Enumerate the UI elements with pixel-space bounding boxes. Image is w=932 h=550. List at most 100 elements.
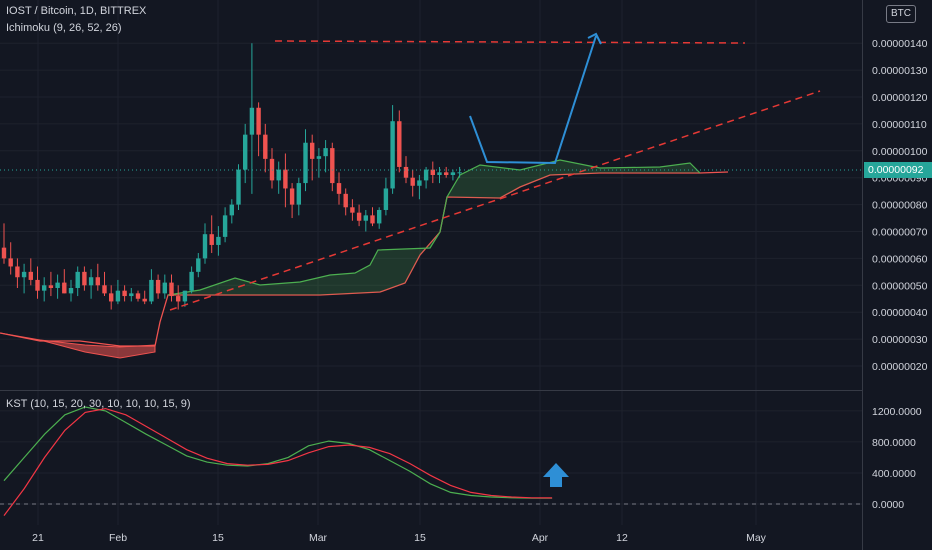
candle-body — [15, 266, 20, 278]
projection-path — [469, 35, 597, 165]
candle-body — [256, 107, 261, 135]
price-tick-label: 0.00000050 — [872, 280, 928, 292]
candle-body — [95, 277, 100, 286]
candle-body — [383, 188, 389, 210]
price-tick-label: 0.00000110 — [872, 119, 927, 131]
time-tick-label: Feb — [109, 532, 127, 544]
candle-body — [323, 148, 328, 157]
candle-body — [115, 290, 121, 302]
chart-title: IOST / Bitcoin, 1D, BITTREX — [6, 5, 147, 17]
candle-body — [236, 169, 241, 205]
time-tick-label: Mar — [309, 532, 328, 544]
candle-body — [356, 212, 362, 221]
trend-support-line — [169, 90, 821, 311]
kst-panel — [0, 406, 862, 516]
candle-body — [457, 172, 462, 174]
candle-body — [296, 183, 301, 205]
candle-body — [390, 121, 395, 189]
candle-body — [35, 279, 40, 291]
kst-legend[interactable]: KST (10, 15, 20, 30, 10, 10, 10, 15, 9) — [6, 398, 191, 410]
candle-body — [423, 169, 429, 181]
up-arrow-icon — [543, 463, 569, 487]
candle-body — [28, 271, 33, 280]
candle-body — [209, 234, 214, 245]
candle-body — [377, 209, 382, 224]
candle-body — [276, 169, 281, 181]
candle-body — [182, 290, 188, 302]
price-tick-label: 0.00000040 — [872, 307, 928, 319]
candle-body — [263, 134, 268, 159]
kst-tick-label: 400.0000 — [872, 468, 916, 480]
ichimoku-legend[interactable]: Ichimoku (9, 26, 52, 26) — [6, 22, 122, 34]
time-tick-label: 15 — [212, 532, 224, 544]
price-tick-label: 0.00000080 — [872, 200, 928, 212]
trend-drawings — [0, 32, 862, 311]
candle-body — [21, 271, 27, 278]
candle-body — [216, 236, 221, 245]
kst-line — [3, 406, 553, 499]
candle-body — [350, 207, 355, 213]
price-tick-label: 0.00000100 — [872, 146, 928, 158]
time-tick-label: May — [746, 532, 767, 544]
candle-body — [129, 293, 134, 297]
candle-body — [283, 169, 288, 189]
time-axis: 21 Feb 15 Mar 15 Apr 12 May — [32, 532, 767, 544]
kst-tick-label: 800.0000 — [872, 437, 916, 449]
candle-body — [149, 279, 154, 302]
senkou-span-b — [0, 171, 729, 347]
candle-body — [289, 188, 295, 205]
candle-body — [189, 271, 194, 291]
candle-body — [444, 172, 449, 176]
candle-body — [169, 282, 174, 297]
candle-body — [410, 177, 415, 186]
projection-arrowhead — [587, 32, 602, 45]
candle-body — [303, 142, 308, 184]
cloud-bearish — [0, 332, 156, 359]
time-tick-label: 12 — [616, 532, 628, 544]
candle-body — [417, 180, 422, 186]
candle-body — [48, 285, 54, 288]
price-tick-label: 0.00000130 — [872, 65, 928, 77]
time-tick-label: 21 — [32, 532, 44, 544]
candle-body — [430, 169, 435, 176]
candle-body — [343, 193, 348, 208]
price-tick-label: 0.00000070 — [872, 227, 928, 239]
candle-body — [202, 234, 208, 259]
candle-body — [88, 277, 94, 286]
candle-body — [176, 296, 181, 302]
kst-tick-label: 1200.0000 — [872, 406, 922, 418]
candle-body — [1, 247, 7, 259]
candle-body — [155, 279, 161, 294]
candle-body — [330, 148, 335, 184]
candle-body — [316, 156, 322, 159]
time-tick-label: Apr — [532, 532, 549, 544]
candle-body — [102, 285, 107, 294]
candle-body — [229, 204, 234, 216]
price-tick-label: 0.00000020 — [872, 361, 928, 373]
candle-body — [68, 287, 74, 294]
grid-lines — [0, 0, 862, 525]
candle-body — [196, 258, 201, 272]
currency-badge[interactable]: BTC — [886, 5, 916, 23]
candlestick-series — [1, 43, 462, 310]
price-tick-label: 0.00000140 — [872, 38, 928, 50]
candle-body — [370, 215, 375, 224]
candle-body — [243, 134, 248, 170]
price-tick-label: 0.00000030 — [872, 334, 928, 346]
candle-body — [55, 282, 60, 288]
candle-body — [222, 215, 228, 237]
kst-tick-label: 0.0000 — [872, 499, 904, 511]
kst-signal-line — [3, 407, 553, 516]
candle-body — [162, 282, 167, 294]
candle-body — [109, 293, 114, 302]
candle-body — [142, 298, 147, 302]
candle-body — [8, 258, 13, 267]
candle-body — [397, 121, 402, 167]
candle-body — [336, 183, 342, 194]
candle-body — [249, 107, 255, 135]
resistance-line — [274, 40, 746, 44]
time-tick-label: 15 — [414, 532, 426, 544]
candle-body — [403, 166, 409, 178]
candle-body — [437, 172, 442, 176]
